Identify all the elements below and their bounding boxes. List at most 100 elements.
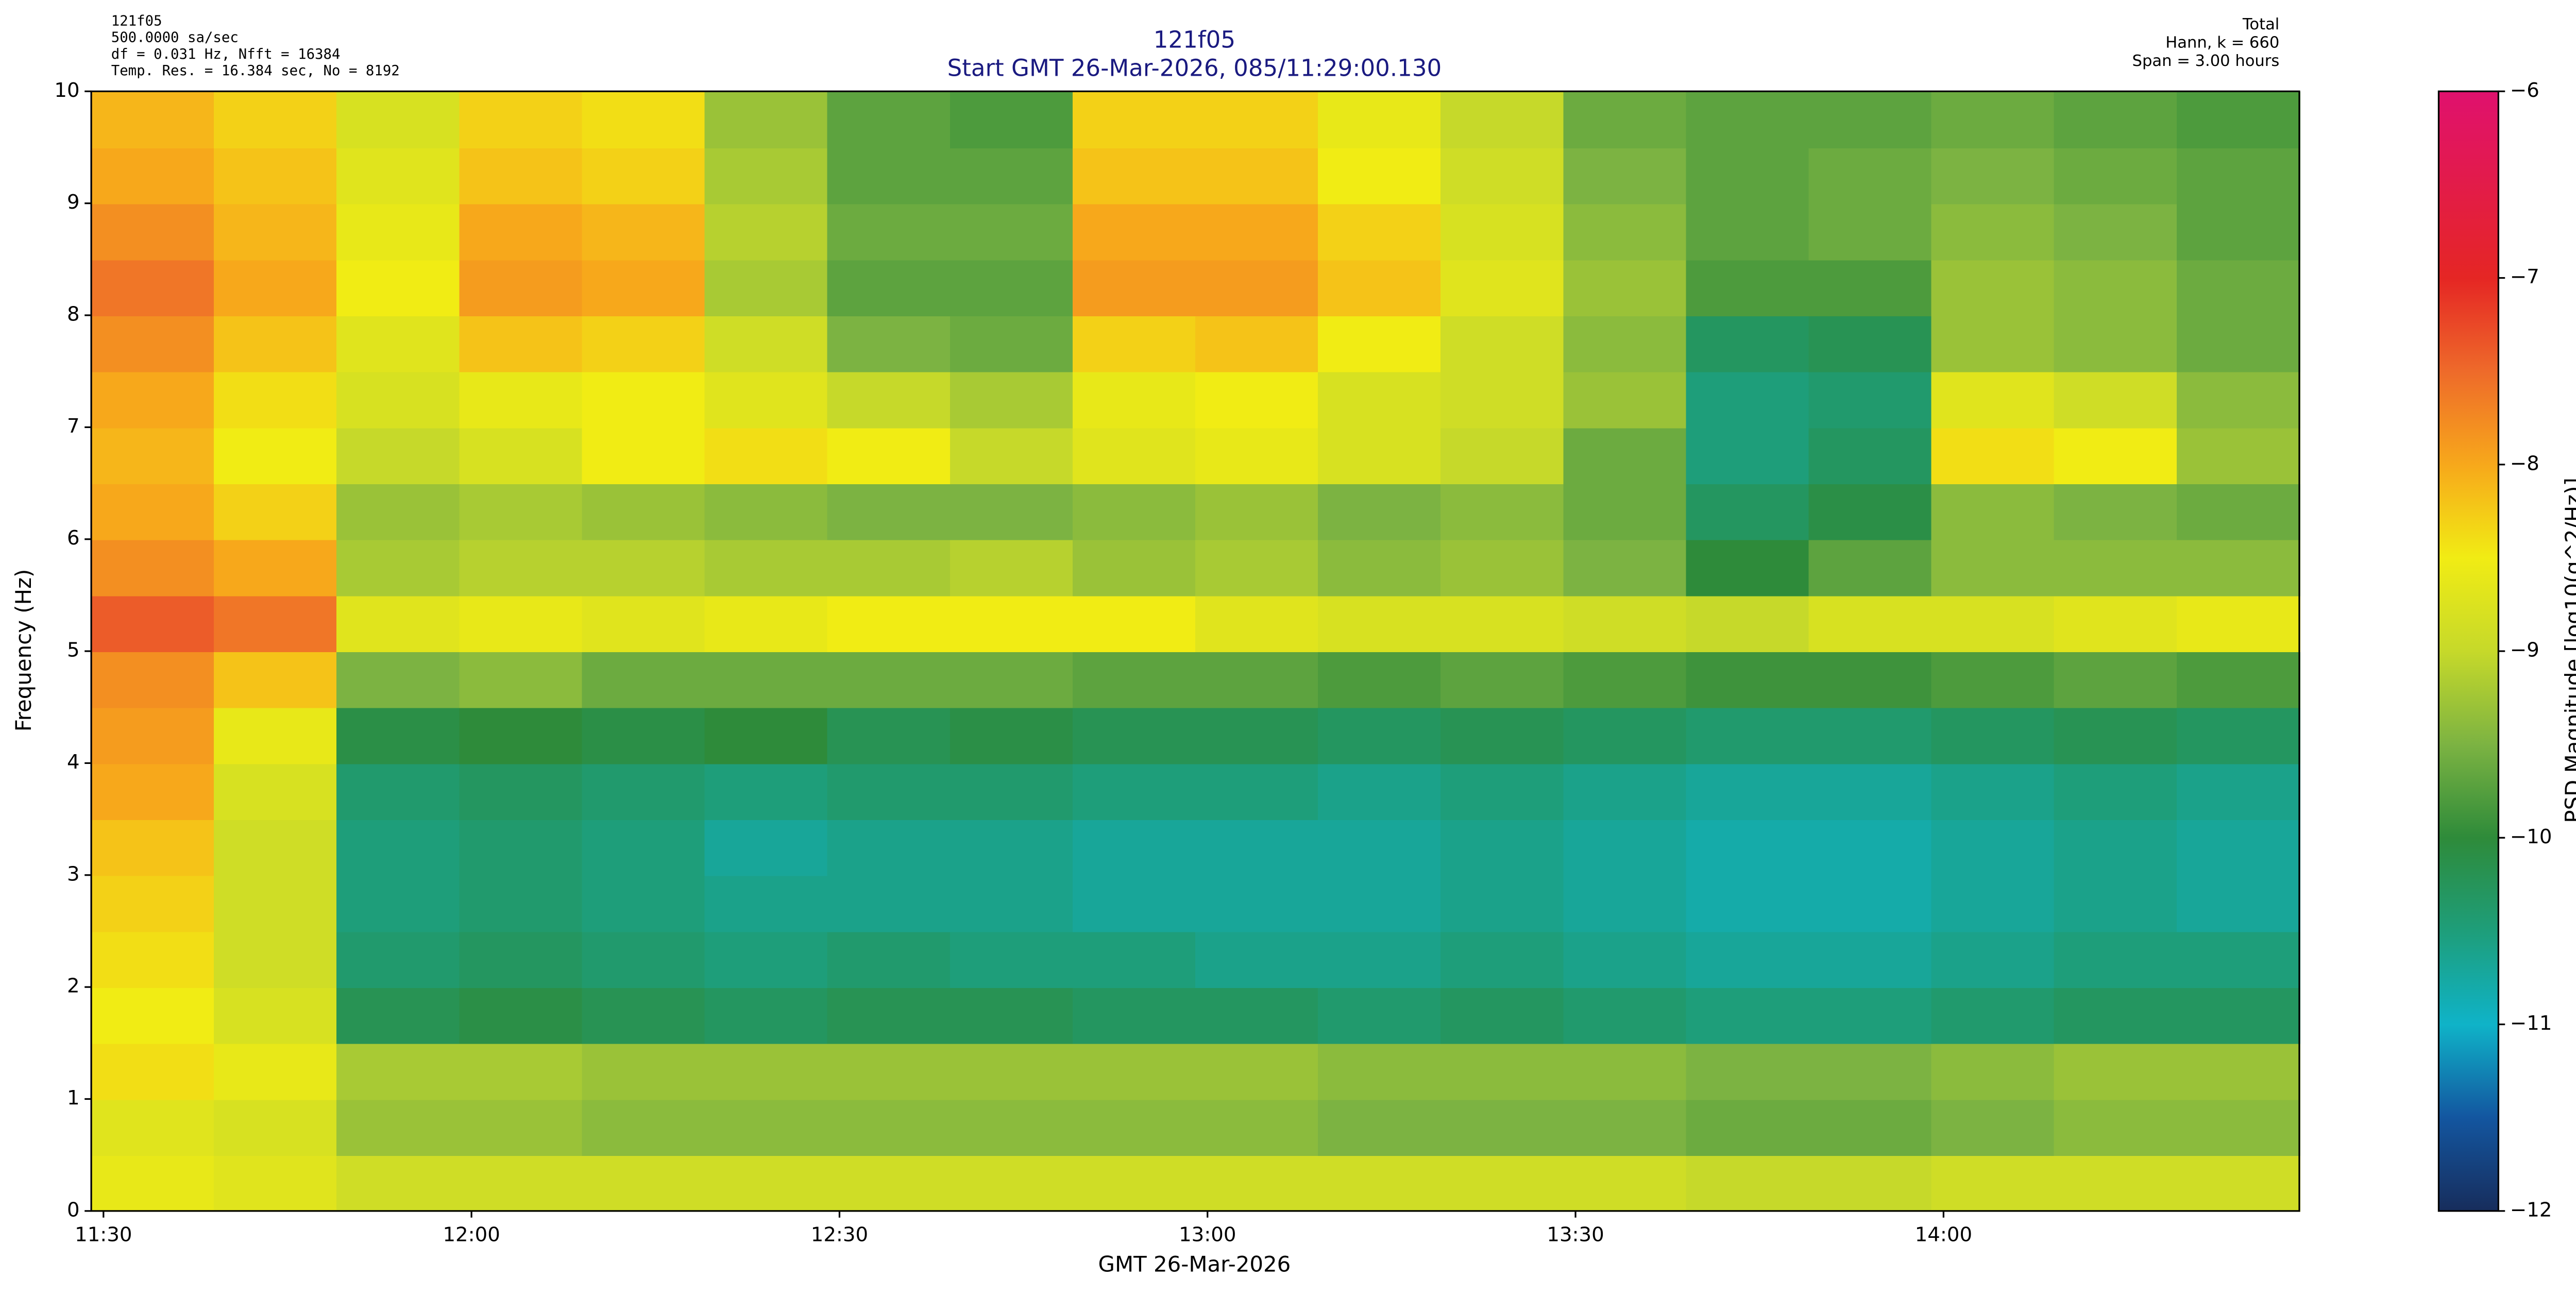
heatmap-cell — [336, 819, 461, 876]
heatmap-cell — [1563, 371, 1687, 429]
heatmap-cell — [704, 315, 828, 372]
heatmap-cell — [1931, 259, 2055, 316]
heatmap-cell — [1440, 1155, 1565, 1212]
heatmap-cell — [214, 931, 338, 989]
heatmap-cell — [91, 987, 215, 1044]
heatmap-cell — [1440, 875, 1565, 932]
colorbar-tick-label: −10 — [2510, 825, 2552, 848]
heatmap-cell — [582, 987, 706, 1044]
x-tick-label: 12:00 — [443, 1223, 500, 1247]
heatmap-cell — [2054, 483, 2178, 540]
x-tick-label: 12:30 — [811, 1223, 868, 1247]
heatmap-cell — [827, 259, 951, 316]
heatmap-cell — [950, 371, 1074, 429]
heatmap-cell — [827, 763, 951, 821]
heatmap-cell — [1072, 1043, 1196, 1100]
heatmap-cell — [704, 707, 828, 764]
heatmap-cell — [2054, 259, 2178, 316]
heatmap-cell — [91, 875, 215, 932]
heatmap-cell — [950, 91, 1074, 148]
heatmap-cell — [214, 651, 338, 708]
heatmap-cell — [459, 371, 583, 429]
heatmap-cell — [336, 707, 461, 764]
heatmap-cell — [704, 763, 828, 821]
heatmap-cell — [1808, 91, 1933, 148]
heatmap-cell — [704, 987, 828, 1044]
y-tick-label: 1 — [67, 1086, 80, 1110]
heatmap-cell — [827, 1099, 951, 1156]
heatmap-cell — [2176, 259, 2300, 316]
heatmap-cell — [1563, 763, 1687, 821]
y-tick-label: 2 — [67, 975, 80, 998]
heatmap-cell — [1808, 315, 1933, 372]
heatmap-cell — [1440, 259, 1565, 316]
heatmap-cell — [2054, 91, 2178, 148]
heatmap-cell — [950, 539, 1074, 597]
heatmap-cell — [1318, 315, 1442, 372]
heatmap-cell — [1686, 931, 1810, 989]
heatmap-cell — [2054, 987, 2178, 1044]
heatmap-cell — [1686, 595, 1810, 652]
heatmap-cell — [459, 931, 583, 989]
heatmap-cell — [1072, 539, 1196, 597]
x-axis-label: GMT 26-Mar-2026 — [1098, 1252, 1291, 1277]
heatmap-cell — [704, 651, 828, 708]
heatmap-cell — [1318, 987, 1442, 1044]
heatmap-cell — [1686, 147, 1810, 205]
heatmap-cell — [1686, 315, 1810, 372]
heatmap-cell — [1195, 595, 1319, 652]
heatmap-cell — [1072, 483, 1196, 540]
heatmap-cell — [1440, 483, 1565, 540]
heatmap-cell — [2176, 1043, 2300, 1100]
heatmap-cell — [1563, 427, 1687, 484]
heatmap-cell — [214, 707, 338, 764]
heatmap-cell — [1686, 371, 1810, 429]
heatmap-cell — [1931, 875, 2055, 932]
heatmap-cell — [336, 763, 461, 821]
heatmap-cell — [1931, 763, 2055, 821]
heatmap-cell — [214, 819, 338, 876]
x-tick-label: 14:00 — [1915, 1223, 1972, 1247]
heatmap-cell — [1686, 763, 1810, 821]
heatmap-cell — [2176, 315, 2300, 372]
heatmap-cell — [1195, 707, 1319, 764]
heatmap-cell — [1931, 315, 2055, 372]
heatmap-cell — [1563, 259, 1687, 316]
heatmap-cell — [950, 1099, 1074, 1156]
heatmap-cell — [1440, 427, 1565, 484]
heatmap-cell — [1808, 1099, 1933, 1156]
heatmap-cell — [336, 1155, 461, 1212]
heatmap-cell — [827, 483, 951, 540]
heatmap-cell — [704, 1099, 828, 1156]
heatmap-cell — [704, 595, 828, 652]
heatmap-cell — [1931, 1043, 2055, 1100]
heatmap-cell — [950, 315, 1074, 372]
x-tick-label: 13:30 — [1547, 1223, 1604, 1247]
heatmap-cell — [214, 203, 338, 261]
heatmap-cell — [214, 427, 338, 484]
y-tick-label: 5 — [67, 639, 80, 662]
heatmap-cell — [1195, 1155, 1319, 1212]
heatmap-cell — [2176, 147, 2300, 205]
heatmap-cell — [2176, 371, 2300, 429]
heatmap-cell — [91, 539, 215, 597]
y-tick-label: 3 — [67, 862, 80, 886]
heatmap-cell — [1808, 987, 1933, 1044]
heatmap-cell — [336, 259, 461, 316]
heatmap-cell — [582, 203, 706, 261]
heatmap-cell — [214, 763, 338, 821]
heatmap-cell — [1686, 651, 1810, 708]
heatmap-cell — [1808, 539, 1933, 597]
heatmap-cell — [704, 539, 828, 597]
heatmap-cell — [1195, 259, 1319, 316]
heatmap-cell — [214, 1043, 338, 1100]
heatmap-cell — [704, 931, 828, 989]
heatmap-cell — [2176, 987, 2300, 1044]
heatmap-cell — [1808, 651, 1933, 708]
heatmap-cell — [950, 987, 1074, 1044]
heatmap-cell — [459, 203, 583, 261]
heatmap-cell — [1686, 259, 1810, 316]
heatmap-cell — [1195, 1043, 1319, 1100]
heatmap-cell — [1072, 1155, 1196, 1212]
